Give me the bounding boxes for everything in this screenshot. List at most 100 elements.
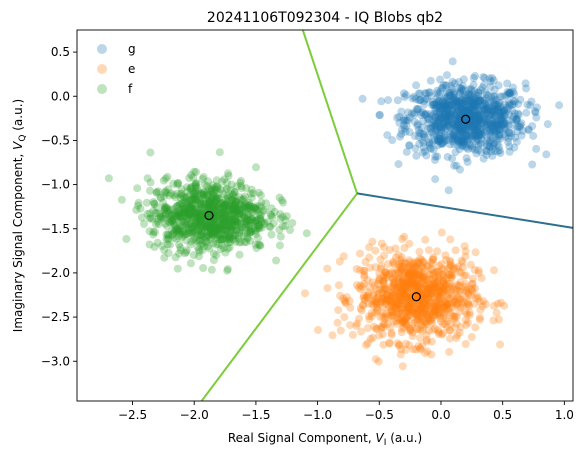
data-point xyxy=(396,296,405,305)
data-point xyxy=(168,211,177,220)
data-point xyxy=(215,148,224,157)
data-point xyxy=(442,102,451,111)
data-point xyxy=(435,289,444,297)
data-point xyxy=(417,255,426,264)
data-point xyxy=(476,140,485,149)
data-point xyxy=(413,283,422,292)
data-point xyxy=(230,192,239,201)
data-point xyxy=(408,273,417,282)
data-point xyxy=(443,152,452,161)
data-point xyxy=(405,141,414,150)
data-point xyxy=(437,228,446,237)
data-point xyxy=(454,114,463,123)
data-point xyxy=(397,130,406,139)
data-point xyxy=(186,259,195,268)
data-point xyxy=(457,141,466,150)
data-point xyxy=(455,96,464,105)
data-point xyxy=(334,306,343,315)
data-point xyxy=(479,297,488,306)
data-point xyxy=(446,129,455,138)
data-point xyxy=(476,313,484,322)
data-point xyxy=(531,107,539,116)
data-point xyxy=(449,90,458,99)
data-point xyxy=(399,275,408,284)
data-point xyxy=(458,96,467,104)
data-point xyxy=(456,124,464,133)
data-point xyxy=(514,110,523,119)
data-point xyxy=(352,281,361,290)
data-point xyxy=(493,140,502,149)
data-point xyxy=(454,113,463,122)
data-point xyxy=(454,121,463,130)
data-point xyxy=(496,103,505,111)
data-point xyxy=(352,265,361,273)
data-point xyxy=(474,88,483,97)
data-point xyxy=(403,280,412,289)
data-point xyxy=(269,219,278,228)
data-point xyxy=(449,265,458,274)
data-point xyxy=(379,323,388,332)
data-point xyxy=(444,270,452,279)
data-point xyxy=(401,308,410,317)
data-point xyxy=(471,131,480,140)
data-point xyxy=(429,145,438,154)
data-point xyxy=(412,105,421,113)
data-point xyxy=(484,120,493,129)
data-point xyxy=(402,122,411,130)
data-point xyxy=(462,106,471,115)
data-point xyxy=(431,121,440,130)
data-point xyxy=(479,128,488,137)
data-point xyxy=(314,326,322,334)
data-point xyxy=(460,115,469,124)
data-point xyxy=(518,126,527,135)
data-point xyxy=(433,86,442,95)
data-point xyxy=(494,81,503,90)
data-point xyxy=(413,280,422,289)
data-point xyxy=(363,339,372,348)
data-point xyxy=(494,132,503,141)
data-point xyxy=(388,274,397,283)
data-point xyxy=(475,116,484,124)
data-point xyxy=(454,125,463,134)
data-point xyxy=(226,220,235,229)
data-point xyxy=(408,94,417,103)
data-point xyxy=(454,101,462,109)
data-point xyxy=(254,234,262,243)
data-point xyxy=(213,230,222,239)
data-point xyxy=(435,105,444,114)
data-point xyxy=(481,300,490,309)
data-point xyxy=(421,275,430,284)
data-point xyxy=(472,118,481,127)
data-point xyxy=(516,121,525,130)
data-point xyxy=(391,299,400,308)
data-point xyxy=(451,112,460,121)
data-point xyxy=(365,312,374,321)
data-point xyxy=(440,118,449,127)
data-point xyxy=(416,313,425,322)
data-point xyxy=(376,313,385,321)
data-point xyxy=(356,266,365,275)
data-point xyxy=(461,131,470,140)
y-tick-label: −1.5 xyxy=(41,222,70,236)
data-point xyxy=(421,147,429,156)
data-point xyxy=(393,113,402,122)
data-point xyxy=(371,246,380,255)
data-point xyxy=(465,140,474,149)
data-point xyxy=(361,294,370,302)
data-point xyxy=(472,116,481,125)
data-point xyxy=(420,110,429,119)
data-point xyxy=(477,147,486,156)
data-point xyxy=(492,308,501,317)
data-point xyxy=(402,339,410,348)
data-point xyxy=(398,302,407,311)
data-point xyxy=(470,110,478,119)
data-point xyxy=(400,232,409,241)
data-point xyxy=(439,81,448,89)
data-point xyxy=(434,310,443,318)
data-point xyxy=(403,304,411,313)
data-point xyxy=(396,262,405,271)
data-point xyxy=(477,110,486,119)
data-point xyxy=(405,128,414,137)
data-point xyxy=(422,151,431,160)
data-point xyxy=(458,104,467,113)
